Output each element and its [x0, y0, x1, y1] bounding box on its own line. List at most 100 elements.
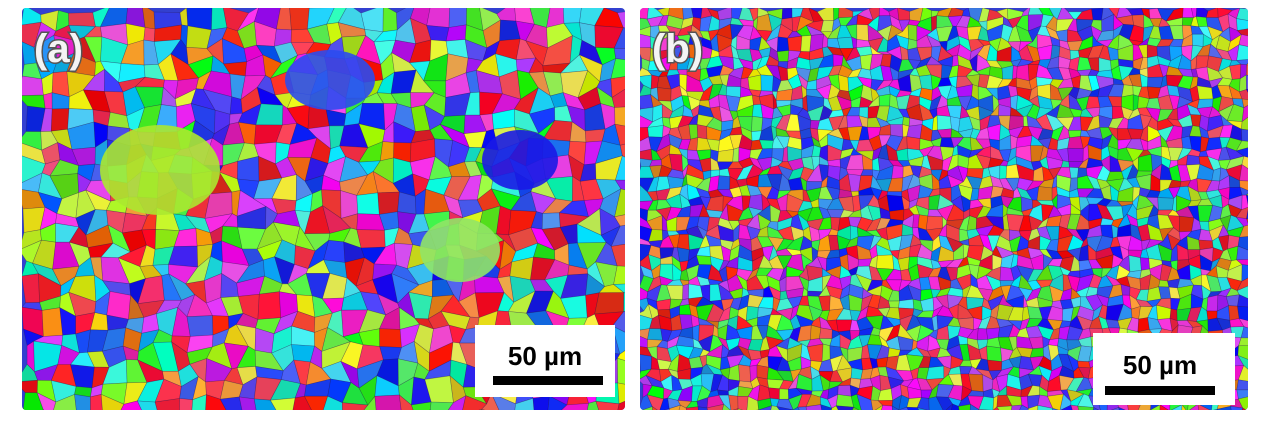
grain: [797, 406, 809, 410]
grain: [737, 419, 749, 430]
grain: [922, 414, 932, 430]
grain: [610, 222, 625, 247]
grain: [231, 409, 243, 410]
grain: [611, 307, 625, 337]
grain: [600, 414, 617, 430]
grain: [1128, 412, 1144, 422]
grain: [617, 382, 625, 405]
grain: [341, 402, 369, 410]
grain: [238, 396, 258, 410]
grain: [878, 93, 891, 107]
grain: [617, 357, 625, 388]
grain: [585, 415, 606, 430]
grain: [321, 395, 344, 410]
grain: [203, 416, 232, 430]
grain: [856, 24, 869, 42]
grain: [276, 8, 292, 31]
grain: [1241, 264, 1248, 282]
grain: [1249, 387, 1264, 400]
grain: [916, 397, 930, 410]
grain: [1001, 416, 1010, 430]
grain: [1077, 405, 1095, 410]
panel-label: (a): [34, 27, 83, 71]
grain: [1186, 403, 1201, 410]
grain: [1241, 104, 1248, 123]
grain: [595, 400, 620, 410]
grain: [1146, 417, 1164, 427]
grain: [1036, 186, 1053, 201]
grain: [1216, 405, 1234, 410]
grain: [1250, 115, 1262, 130]
grain: [820, 20, 835, 33]
grain: [1197, 403, 1212, 410]
grain: [838, 74, 850, 92]
grain: [257, 291, 282, 320]
grain: [1253, 345, 1258, 361]
grain: [925, 215, 944, 231]
grain: [1168, 404, 1183, 410]
grain: [619, 139, 625, 163]
grain: [891, 405, 902, 410]
grain: [756, 405, 773, 410]
grain: [379, 141, 395, 162]
grain: [1250, 9, 1263, 20]
grain: [1250, 46, 1261, 59]
grain: [282, 421, 291, 430]
grain: [1200, 416, 1213, 430]
grain: [1137, 153, 1153, 172]
grain: [640, 406, 655, 410]
grain: [1057, 414, 1074, 430]
grain: [901, 415, 913, 425]
grain: [769, 405, 784, 410]
grain: [309, 416, 324, 430]
grain: [978, 409, 994, 410]
grain: [179, 398, 194, 410]
grain: [514, 398, 535, 410]
grain: [1181, 403, 1190, 410]
grain: [970, 418, 984, 429]
grain: [929, 416, 941, 428]
grain: [696, 124, 708, 140]
grain: [651, 405, 665, 410]
grain: [614, 179, 625, 193]
grain: [919, 74, 933, 91]
grain: [77, 417, 96, 430]
grain: [532, 395, 550, 410]
grain: [1250, 127, 1264, 142]
grain: [355, 395, 378, 410]
grain: [1237, 364, 1248, 382]
grain: [1241, 128, 1248, 143]
grain: [685, 406, 700, 410]
grain: [610, 74, 625, 99]
grain: [546, 8, 565, 28]
grain: [706, 403, 725, 410]
grain: [639, 419, 654, 425]
grain: [888, 300, 900, 309]
grain: [374, 394, 403, 410]
grain: [1226, 418, 1240, 426]
grain: [1235, 216, 1248, 227]
grain: [737, 395, 749, 410]
grain: [1099, 416, 1109, 430]
grain: [1249, 177, 1261, 191]
grain: [90, 394, 103, 410]
grain: [950, 416, 960, 430]
grain: [656, 418, 671, 430]
grain: [1106, 406, 1123, 410]
grain: [22, 75, 44, 97]
grain: [688, 124, 699, 140]
grain: [612, 283, 625, 301]
grain: [448, 8, 468, 28]
grain: [747, 419, 758, 430]
grain: [1246, 206, 1248, 223]
grain: [1252, 138, 1263, 150]
grain: [1159, 404, 1171, 410]
grain: [978, 418, 993, 428]
grain: [614, 188, 625, 218]
grain: [613, 47, 625, 62]
grain: [1245, 64, 1248, 80]
grain: [1009, 404, 1023, 410]
grain: [356, 192, 380, 215]
grain: [51, 71, 70, 98]
